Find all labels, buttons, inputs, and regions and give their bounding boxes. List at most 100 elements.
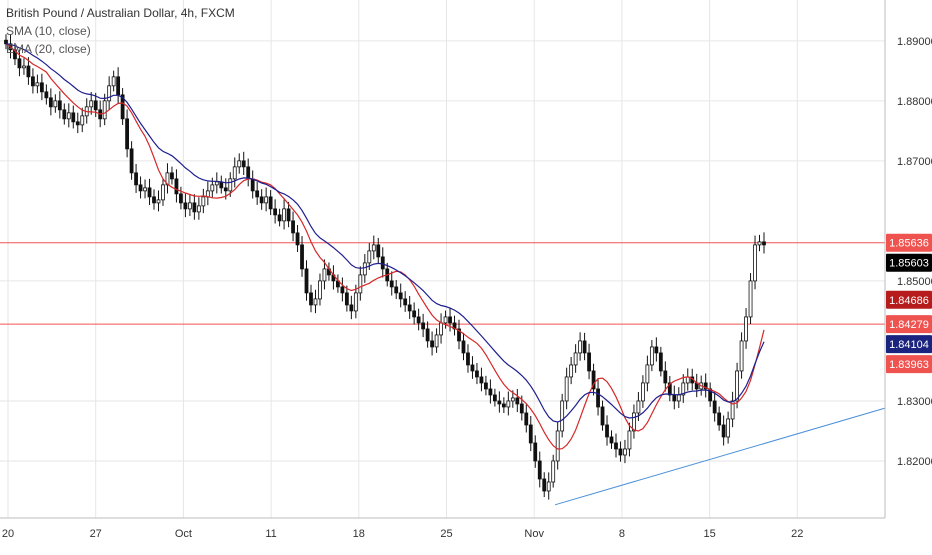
candle-body — [62, 109, 67, 120]
price-label-box — [886, 233, 932, 252]
symbol-title[interactable]: British Pound / Australian Dollar, 4h, F… — [6, 6, 235, 20]
candle-body — [448, 316, 452, 324]
candle-body — [551, 460, 556, 483]
candle-body — [434, 334, 439, 348]
candle-body — [143, 187, 147, 192]
candle-body — [371, 244, 376, 252]
candle-body — [663, 370, 668, 384]
candle-body — [439, 322, 443, 336]
x-tick-label: 18 — [353, 528, 365, 540]
y-tick-label: 1.87000 — [897, 156, 932, 168]
x-axis-ticks: 20 27 Oct 11 18 25 Nov 8 15 22 — [2, 528, 804, 540]
candle-body — [66, 112, 71, 120]
sma-legend[interactable]: SMA (10, close) — [6, 24, 91, 38]
trendline-group[interactable] — [554, 407, 886, 506]
candle-body — [753, 244, 757, 282]
candle-body — [282, 208, 286, 222]
candle-body — [587, 352, 591, 372]
candle-body — [443, 316, 448, 324]
y-axis-ticks: 1.89000 1.88000 1.87000 1.85000 1.83000 1.820… — [897, 36, 932, 468]
ema-line — [5, 43, 765, 450]
candle-body — [421, 322, 426, 330]
candle-body — [515, 397, 520, 405]
candle-body — [757, 241, 762, 246]
candle-body — [268, 196, 273, 210]
candle-body — [497, 400, 502, 405]
candle-body — [609, 436, 614, 444]
candle-body — [380, 256, 385, 270]
candle-body — [214, 181, 219, 186]
candle-body — [111, 76, 116, 87]
candle-body — [367, 250, 372, 264]
candle-body — [75, 121, 80, 126]
candle-body — [255, 190, 260, 198]
candle-body — [53, 100, 58, 108]
candle-body — [192, 202, 197, 213]
candle-body — [102, 100, 107, 120]
candle-body — [533, 442, 538, 462]
candle-body — [425, 328, 430, 342]
candle-body — [152, 196, 156, 204]
candle-body — [506, 400, 511, 408]
candle-body — [300, 244, 304, 270]
candle-body — [398, 292, 403, 300]
candle-body — [344, 292, 349, 306]
candle-body — [13, 49, 17, 60]
candle-body — [174, 178, 179, 195]
candle-body — [71, 112, 76, 123]
candle-body — [210, 184, 215, 192]
candle-body — [412, 310, 417, 318]
candle-body — [147, 187, 152, 198]
candle-body — [277, 214, 282, 222]
candle-body — [645, 364, 650, 384]
chart-legend: British Pound / Australian Dollar, 4h, F… — [6, 4, 235, 58]
candle-body — [340, 286, 345, 294]
price-label-box — [886, 335, 932, 354]
candle-body — [376, 244, 381, 258]
candle-body — [291, 220, 295, 234]
candle-body — [582, 340, 587, 354]
candle-body — [48, 97, 53, 108]
candle-body — [264, 196, 269, 204]
price-label-text: 1.83963 — [889, 359, 929, 371]
candle-body — [457, 328, 461, 342]
x-tick-label: 22 — [791, 528, 803, 540]
candle-body — [250, 178, 255, 192]
support-trendline[interactable] — [554, 407, 886, 506]
candle-body — [232, 166, 237, 180]
candle-body — [219, 181, 224, 189]
candle-body — [546, 481, 551, 492]
candle-body — [295, 232, 300, 246]
candle-body — [31, 76, 35, 87]
candle-body — [318, 280, 322, 300]
candle-body — [721, 424, 726, 438]
candle-body — [676, 394, 681, 402]
candle-body — [22, 65, 26, 69]
candle-body — [201, 196, 206, 207]
candle-body — [564, 376, 569, 402]
candle-body — [389, 280, 394, 288]
x-tick-label: 25 — [440, 528, 452, 540]
candle-body — [596, 388, 600, 408]
x-tick-label: 27 — [90, 528, 102, 540]
candle-body — [116, 76, 121, 96]
candle-body — [555, 430, 560, 462]
candle-body — [739, 340, 744, 372]
price-labels: 1.85636 1.85603 1.84686 1.84279 1.84104 1.839… — [886, 233, 932, 374]
x-tick-label: 20 — [2, 528, 14, 540]
candle-body — [519, 403, 524, 414]
candle-body — [286, 208, 291, 222]
candle-body — [466, 352, 470, 366]
candle-body — [44, 91, 49, 99]
candle-body — [93, 100, 98, 111]
ema-legend[interactable]: EMA (20, close) — [6, 42, 91, 56]
candle-body — [475, 370, 479, 378]
candle-body — [273, 208, 278, 216]
candle-body — [649, 346, 654, 366]
candle-body — [156, 199, 161, 204]
candle-body — [524, 412, 529, 426]
candle-body — [80, 115, 85, 126]
candle-body — [407, 304, 412, 312]
